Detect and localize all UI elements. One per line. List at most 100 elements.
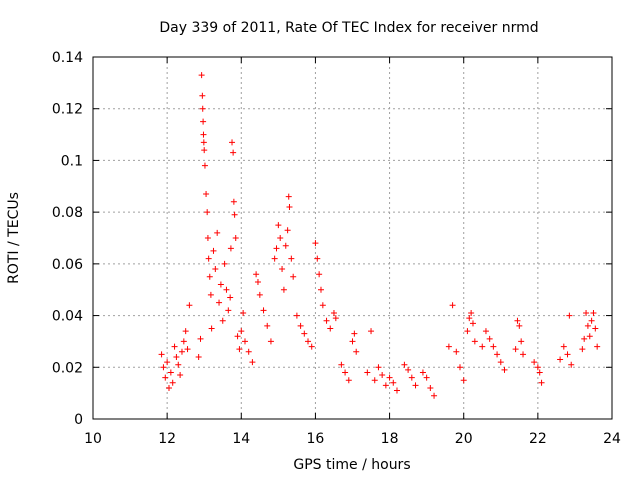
y-tick-label: 0.02 (52, 360, 83, 376)
data-point (284, 227, 291, 234)
y-tick-label: 0.06 (52, 257, 83, 273)
data-point (164, 359, 171, 366)
data-point (419, 369, 426, 376)
data-point (479, 343, 486, 350)
data-point (590, 309, 597, 316)
data-point (469, 320, 476, 327)
data-point (271, 255, 278, 262)
x-tick-label: 22 (529, 431, 547, 447)
data-point (386, 374, 393, 381)
data-point (254, 278, 261, 285)
data-point (301, 330, 308, 337)
data-point (195, 353, 202, 360)
data-point (186, 302, 193, 309)
data-point (382, 382, 389, 389)
data-point (351, 330, 358, 337)
data-point (200, 131, 207, 138)
data-point (264, 322, 271, 329)
data-point (330, 309, 337, 316)
y-tick-label: 0.14 (52, 50, 83, 66)
chart-title: Day 339 of 2011, Rate Of TEC Index for r… (159, 20, 538, 36)
data-point (165, 384, 172, 391)
data-point (162, 374, 169, 381)
data-point (199, 92, 206, 99)
data-point (536, 369, 543, 376)
data-point (364, 369, 371, 376)
data-point (466, 315, 473, 322)
data-point (566, 312, 573, 319)
data-point (490, 343, 497, 350)
data-point (449, 302, 456, 309)
data-point (240, 309, 247, 316)
data-point (445, 343, 452, 350)
data-point (238, 328, 245, 335)
data-point (319, 302, 326, 309)
y-tick-label: 0 (74, 412, 83, 428)
data-point (227, 245, 234, 252)
data-point (234, 333, 241, 340)
data-point (175, 361, 182, 368)
data-point (586, 333, 593, 340)
scatter-points (158, 72, 601, 399)
data-point (579, 346, 586, 353)
data-point (317, 286, 324, 293)
data-point (560, 343, 567, 350)
y-axis-label: ROTI / TECUs (6, 192, 22, 284)
data-point (588, 317, 595, 324)
data-point (342, 369, 349, 376)
data-point (379, 372, 386, 379)
data-point (401, 361, 408, 368)
data-point (568, 361, 575, 368)
data-point (564, 351, 571, 358)
x-tick-label: 18 (381, 431, 399, 447)
data-point (214, 229, 221, 236)
data-point (219, 317, 226, 324)
data-point (249, 359, 256, 366)
data-point (198, 72, 205, 79)
data-point (353, 348, 360, 355)
data-point (285, 193, 292, 200)
data-point (494, 351, 501, 358)
data-point (464, 328, 471, 335)
data-point (371, 377, 378, 384)
data-point (584, 322, 591, 329)
data-point (199, 105, 206, 112)
data-point (453, 348, 460, 355)
data-point (178, 348, 185, 355)
data-point (273, 245, 280, 252)
data-point (538, 379, 545, 386)
data-point (208, 325, 215, 332)
data-point (592, 325, 599, 332)
data-point (338, 361, 345, 368)
data-point (241, 338, 248, 345)
data-point (203, 191, 210, 198)
data-point (408, 374, 415, 381)
data-point (200, 139, 207, 146)
data-point (230, 198, 237, 205)
data-point (314, 255, 321, 262)
x-tick-labels: 10 12 14 16 18 20 22 24 (84, 431, 621, 447)
data-point (230, 149, 237, 156)
data-point (280, 286, 287, 293)
data-point (197, 335, 204, 342)
data-point (279, 266, 286, 273)
data-point (184, 346, 191, 353)
data-point (486, 335, 493, 342)
data-point (200, 118, 207, 125)
data-point (236, 346, 243, 353)
data-point (423, 374, 430, 381)
data-point (305, 338, 312, 345)
data-point (169, 379, 176, 386)
x-tick-label: 16 (307, 431, 325, 447)
data-point (393, 387, 400, 394)
x-tick-label: 12 (158, 431, 176, 447)
data-point (158, 351, 165, 358)
y-tick-label: 0.1 (61, 153, 83, 169)
data-point (412, 382, 419, 389)
x-tick-label: 24 (603, 431, 621, 447)
data-point (290, 273, 297, 280)
data-point (180, 338, 187, 345)
data-point (405, 366, 412, 373)
data-point (308, 343, 315, 350)
data-point (205, 255, 212, 262)
